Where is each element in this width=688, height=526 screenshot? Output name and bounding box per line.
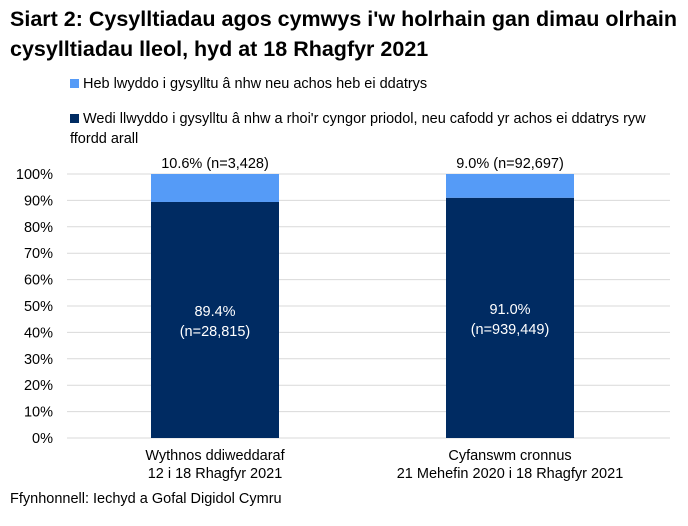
y-tick-label: 30%: [24, 352, 53, 368]
y-tick-label: 20%: [24, 378, 53, 394]
bar-segment-resolved: [151, 201, 279, 438]
data-label: 91.0%: [489, 302, 530, 318]
data-label: 89.4%: [194, 304, 235, 320]
y-tick-label: 50%: [24, 299, 53, 315]
data-label: 9.0% (n=92,697): [456, 156, 564, 172]
x-tick-label: Cyfanswm cronnus: [448, 448, 571, 464]
legend-item-resolved: Wedi llwyddo i gysylltu â nhw a rhoi'r c…: [70, 109, 650, 149]
legend-label: Wedi llwyddo i gysylltu â nhw a rhoi'r c…: [70, 111, 646, 147]
y-tick-label: 60%: [24, 273, 53, 289]
x-tick-label: 21 Mehefin 2020 i 18 Rhagfyr 2021: [397, 466, 624, 482]
y-tick-label: 90%: [24, 193, 53, 209]
y-tick-label: 10%: [24, 405, 53, 421]
y-tick-label: 80%: [24, 220, 53, 236]
data-label: 10.6% (n=3,428): [161, 156, 269, 172]
legend-label: Heb lwyddo i gysylltu â nhw neu achos he…: [83, 76, 428, 92]
source-note: Ffynhonnell: Iechyd a Gofal Digidol Cymr…: [10, 491, 282, 507]
chart-title: Siart 2: Cysylltiadau agos cymwys i'w ho…: [10, 7, 678, 61]
y-tick-label: 70%: [24, 246, 53, 262]
x-tick-label: 12 i 18 Rhagfyr 2021: [148, 466, 283, 482]
bar-segment-unresolved: [151, 174, 279, 202]
bar-segment-resolved: [446, 197, 574, 438]
legend-item-unresolved: Heb lwyddo i gysylltu â nhw neu achos he…: [70, 74, 650, 94]
y-tick-label: 100%: [16, 167, 53, 183]
x-tick-label: Wythnos ddiweddaraf: [145, 448, 285, 464]
y-tick-label: 40%: [24, 325, 53, 341]
legend-swatch-light: [70, 79, 79, 88]
y-tick-label: 0%: [32, 431, 53, 447]
data-label: (n=28,815): [180, 324, 251, 340]
data-label: (n=939,449): [471, 322, 550, 338]
legend-swatch-dark: [70, 114, 79, 123]
bar-segment-unresolved: [446, 174, 574, 198]
